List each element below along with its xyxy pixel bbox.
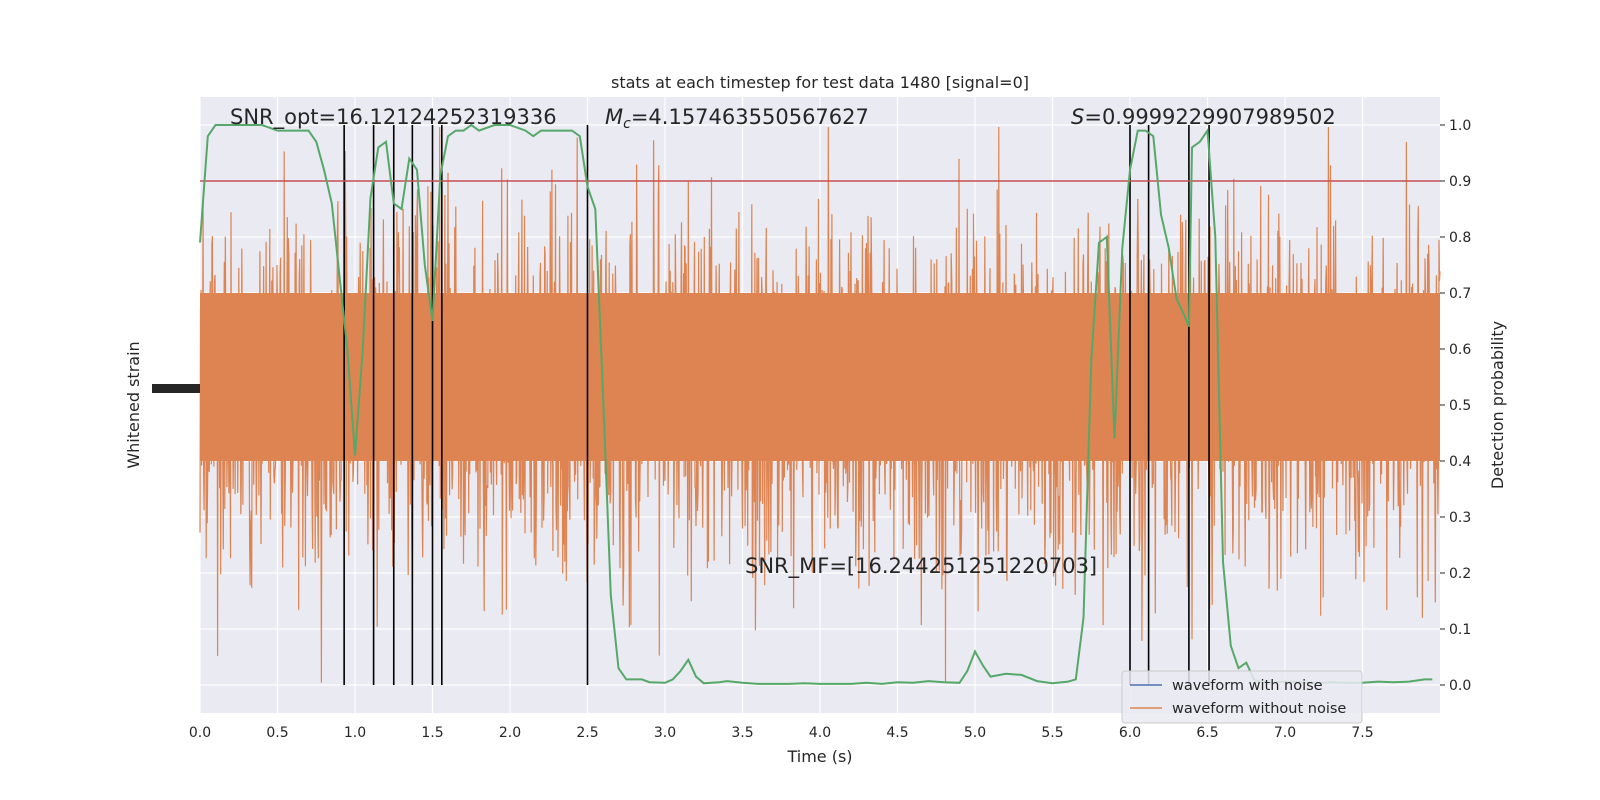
x-tick-label: 3.0: [654, 725, 676, 741]
x-tick-label: 0.0: [189, 725, 211, 741]
y-tick-label: 1.0: [1449, 118, 1471, 134]
left-axis-tick-cluster: [152, 384, 200, 393]
s-symbol: S: [1071, 105, 1084, 129]
mc-symbol: M: [605, 105, 623, 129]
x-tick-label: 0.5: [266, 725, 288, 741]
y-axis-label-left: Whitened strain: [124, 341, 143, 468]
s-value: =0.9999229907989502: [1084, 105, 1335, 129]
x-tick-label: 7.5: [1351, 725, 1373, 741]
event-markers: [343, 125, 1210, 685]
x-tick-label: 3.5: [731, 725, 753, 741]
y-tick-label: 0.0: [1449, 678, 1471, 694]
y-axis-label-right: Detection probability: [1488, 321, 1507, 489]
x-tick-label: 6.5: [1196, 725, 1218, 741]
y-tick-label: 0.3: [1449, 510, 1471, 526]
x-tick-label: 5.5: [1041, 725, 1063, 741]
x-axis-label: Time (s): [786, 747, 852, 766]
x-tick-label: 2.5: [576, 725, 598, 741]
legend-label-without-noise: waveform without noise: [1172, 701, 1346, 717]
axis-ticks: 0.0 0.5 1.0 1.5 2.0 2.5 3.0 3.5 4.0 4.5 5.0 5.5 6.0 6…: [189, 118, 1471, 741]
legend-box: [1121, 670, 1363, 724]
waveform-without-noise-trace: [152, 126, 1441, 684]
snr-opt-annotation: SNR_opt=16.12124252319336: [230, 105, 557, 130]
y-tick-label: 0.4: [1449, 454, 1471, 470]
mc-subscript: c: [623, 116, 631, 132]
x-tick-label: 4.0: [809, 725, 831, 741]
chart-title: stats at each timestep for test data 148…: [611, 73, 1029, 92]
legend: waveform with noise waveform without noi…: [1121, 670, 1363, 724]
x-tick-label: 6.0: [1119, 725, 1141, 741]
y-tick-label: 0.1: [1449, 622, 1471, 638]
probability-line: [199, 123, 1433, 685]
x-tick-label: 5.0: [964, 725, 986, 741]
chirp-mass-annotation: Mc=4.157463550567627: [605, 105, 869, 132]
y-tick-label: 0.9: [1449, 174, 1471, 190]
y-tick-label: 0.8: [1449, 230, 1471, 246]
detection-probability-curve: [199, 123, 1433, 685]
x-tick-label: 7.0: [1274, 725, 1296, 741]
x-tick-label: 2.0: [499, 725, 521, 741]
x-tick-label: 4.5: [886, 725, 908, 741]
strain-line: [199, 126, 1441, 684]
mc-value: =4.157463550567627: [631, 105, 869, 129]
x-tick-label: 1.5: [421, 725, 443, 741]
statistic-annotation: S=0.9999229907989502: [1071, 105, 1336, 129]
y-tick-label: 0.2: [1449, 566, 1471, 582]
y-tick-label: 0.6: [1449, 342, 1471, 358]
x-tick-label: 1.0: [344, 725, 366, 741]
y-tick-label: 0.7: [1449, 286, 1471, 302]
legend-label-with-noise: waveform with noise: [1172, 678, 1323, 694]
snr-mf-annotation: SNR_MF=[16.244251251220703]: [745, 554, 1097, 579]
y-tick-label: 0.5: [1449, 398, 1471, 414]
